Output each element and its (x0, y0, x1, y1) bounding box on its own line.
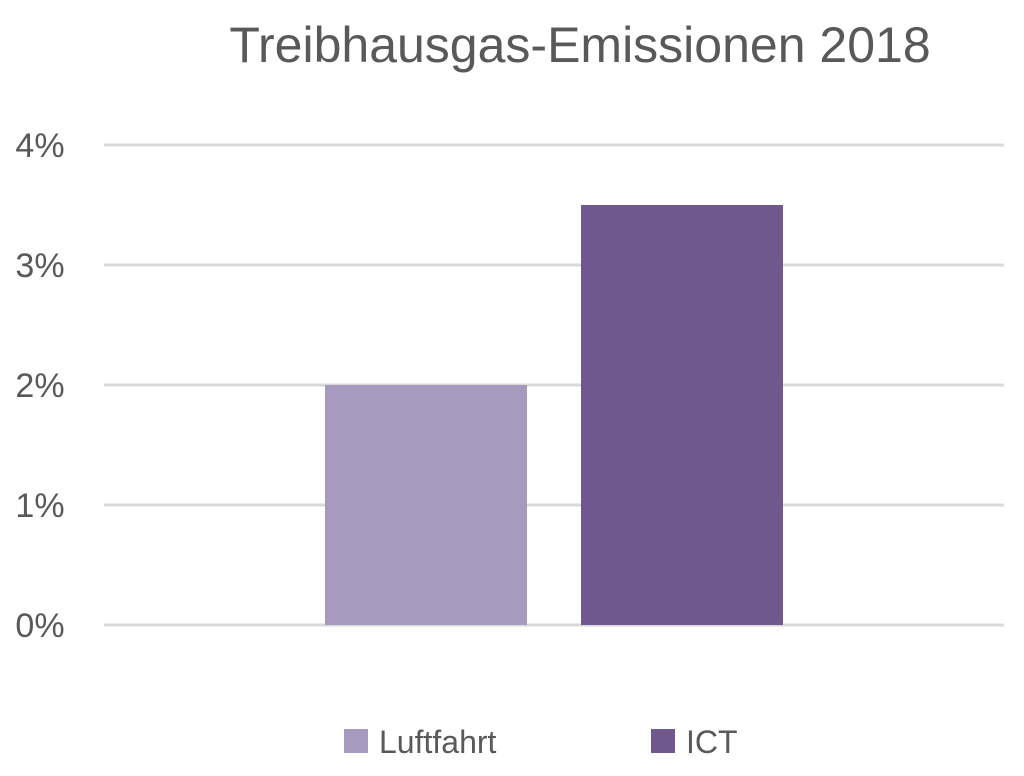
y-axis-tick-labels: 0% 1% 2% 3% 4% (15, 127, 64, 645)
bar-luftfahrt (325, 385, 527, 625)
y-tick-label-0: 0% (15, 607, 64, 645)
legend-swatch-ict (651, 729, 675, 753)
legend-label-ict: ICT (686, 724, 738, 760)
legend-label-luftfahrt: Luftfahrt (379, 724, 497, 760)
y-tick-label-3: 3% (15, 247, 64, 285)
legend-swatch-luftfahrt (344, 729, 368, 753)
bars (325, 205, 783, 625)
chart-title: Treibhausgas-Emissionen 2018 (229, 17, 930, 73)
y-tick-label-4: 4% (15, 127, 64, 165)
y-tick-label-2: 2% (15, 367, 64, 405)
y-tick-label-1: 1% (15, 487, 64, 525)
bar-ict (581, 205, 783, 625)
legend: Luftfahrt ICT (344, 724, 738, 760)
gridlines (104, 143, 1004, 627)
